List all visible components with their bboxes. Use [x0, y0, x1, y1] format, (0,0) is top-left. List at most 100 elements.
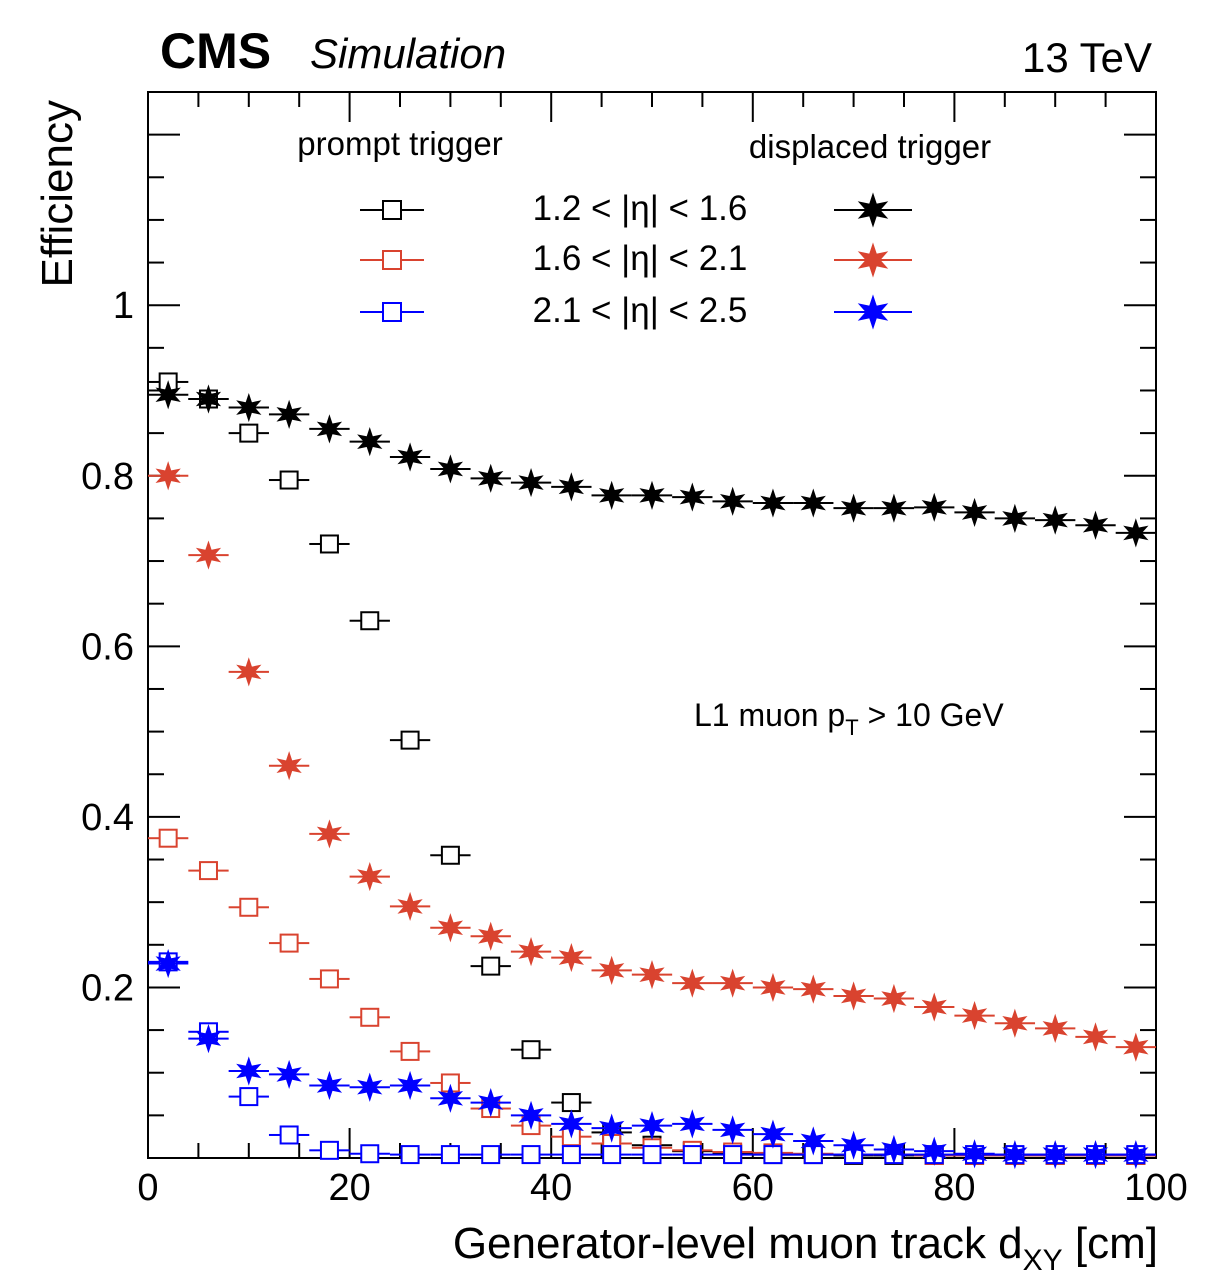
square-marker [239, 423, 259, 443]
star-marker [679, 968, 705, 998]
star-marker [719, 486, 746, 516]
star-marker [961, 1139, 988, 1169]
star-marker [881, 493, 907, 523]
star-marker [921, 992, 947, 1022]
legend-row-label-1: 1.2 < |η| < 1.6 [533, 189, 748, 228]
star-marker [800, 488, 826, 518]
star-marker [599, 1113, 625, 1143]
star-marker [639, 1110, 665, 1141]
star-marker [921, 1136, 947, 1166]
star-marker [1042, 1139, 1068, 1170]
star-marker [518, 467, 544, 498]
square-marker [279, 1125, 299, 1145]
square-marker [279, 470, 299, 490]
star-marker [437, 1083, 464, 1113]
legend-square-marker-3 [382, 302, 402, 322]
star-marker [195, 540, 222, 570]
legend-star-marker-2 [857, 242, 889, 278]
energy-label: 13 TeV [1022, 34, 1152, 81]
star-marker [1123, 518, 1149, 548]
star-marker [1002, 1008, 1028, 1038]
star-marker [276, 399, 302, 429]
square-marker [319, 534, 339, 554]
legend-header-prompt: prompt trigger [297, 125, 502, 162]
star-marker [236, 392, 262, 423]
square-marker [723, 1145, 743, 1165]
star-marker [236, 1056, 262, 1086]
star-marker [881, 983, 907, 1014]
star-marker [518, 1100, 544, 1130]
star-marker [1082, 1139, 1109, 1170]
series-6 [148, 948, 1156, 1170]
square-marker [198, 861, 218, 881]
square-marker [360, 1144, 380, 1164]
annotation-suffix: > 10 GeV [859, 697, 1005, 733]
square-marker [239, 897, 259, 917]
star-marker [518, 937, 544, 967]
star-marker [478, 1087, 504, 1118]
star-marker [840, 981, 867, 1011]
star-marker [357, 1072, 383, 1102]
y-tick-label: 1 [113, 285, 134, 327]
star-marker [639, 480, 665, 510]
square-marker [602, 1145, 622, 1165]
legend-header-displaced: displaced trigger [749, 128, 991, 165]
star-marker [599, 480, 625, 510]
simulation-label: Simulation [310, 30, 506, 77]
star-marker [1042, 1013, 1068, 1043]
star-marker [760, 1119, 786, 1149]
cms-label: CMS [160, 23, 271, 79]
y-tick-label: 0.2 [81, 967, 134, 1009]
square-marker [360, 611, 380, 631]
star-marker [155, 380, 181, 410]
star-marker [276, 1059, 302, 1090]
star-marker [357, 861, 383, 892]
legend-square-marker-1 [382, 200, 402, 220]
x-tick-label: 0 [137, 1167, 158, 1209]
star-marker [719, 1115, 746, 1145]
star-marker [397, 1070, 423, 1101]
square-marker [682, 1145, 702, 1165]
star-marker [1123, 1032, 1149, 1062]
star-marker [1042, 505, 1068, 535]
x-tick-label: 40 [530, 1167, 572, 1209]
star-marker [478, 463, 504, 493]
star-marker [840, 493, 867, 523]
star-marker [437, 913, 464, 943]
series-4 [148, 380, 1156, 548]
legend-star-marker-1 [857, 192, 889, 228]
legend-square-marker-2 [382, 250, 402, 270]
square-marker [561, 1093, 581, 1113]
square-marker [521, 1145, 541, 1165]
star-marker [316, 819, 343, 849]
star-marker [437, 454, 464, 484]
square-marker [239, 1087, 259, 1107]
square-marker [642, 1145, 662, 1165]
star-marker [639, 960, 665, 990]
legend-row-label-2: 1.6 < |η| < 2.1 [533, 239, 748, 278]
star-marker [679, 1109, 705, 1139]
legend-row-label-3: 2.1 < |η| < 2.5 [533, 291, 748, 330]
star-marker [478, 921, 504, 951]
square-marker [440, 1145, 460, 1165]
star-marker [1082, 510, 1109, 540]
star-marker [397, 442, 423, 472]
star-marker [357, 427, 383, 457]
square-marker [400, 1041, 420, 1061]
star-marker [961, 1000, 988, 1031]
star-marker [881, 1134, 907, 1165]
star-marker [195, 384, 222, 414]
square-marker [360, 1007, 380, 1027]
star-marker [760, 488, 786, 518]
star-marker [558, 1109, 585, 1139]
star-marker [155, 461, 181, 491]
annotation-subscript: T [845, 715, 858, 740]
annotation-prefix: L1 muon p [694, 697, 845, 733]
square-marker [319, 1140, 339, 1160]
star-marker [719, 968, 746, 998]
star-marker [316, 1070, 343, 1101]
star-marker [760, 972, 786, 1003]
legend-star-marker-3 [857, 294, 889, 330]
star-marker [800, 1126, 826, 1156]
